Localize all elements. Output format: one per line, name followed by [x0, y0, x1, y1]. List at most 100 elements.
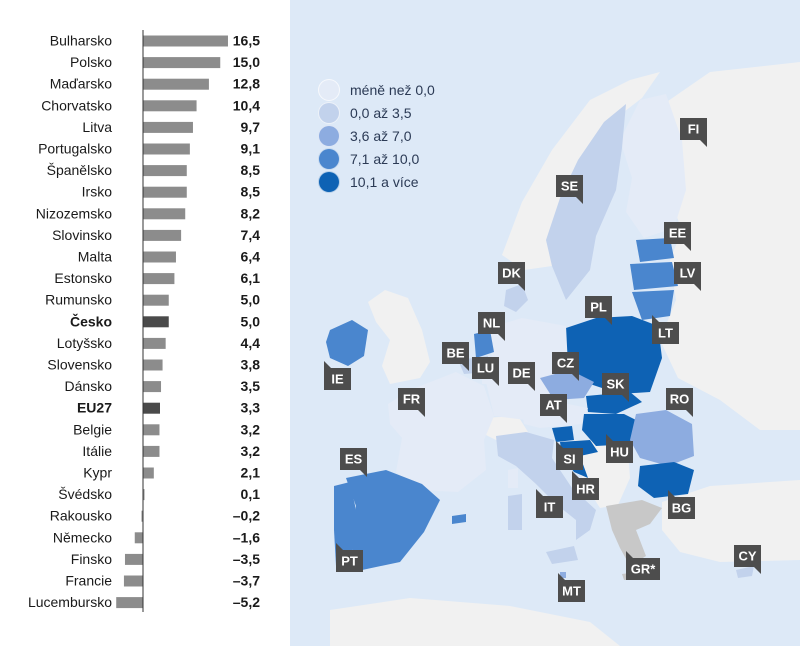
value-label: 10,4 [233, 97, 260, 113]
value-label: 6,1 [241, 270, 261, 286]
legend-swatch [318, 124, 340, 147]
country-tag-box [398, 388, 425, 410]
country-tag-pointer [336, 543, 343, 550]
country-tag-pointer [754, 567, 761, 574]
value-label: 12,8 [233, 76, 260, 92]
bar [143, 337, 166, 349]
value-label: 2,1 [241, 465, 261, 481]
value-label: 5,0 [241, 313, 261, 329]
country-tag-label: LT [658, 326, 673, 341]
country-tag-pointer [536, 489, 543, 496]
country-tag-pointer [605, 318, 612, 325]
category-label: Německo [53, 529, 112, 545]
country-tag-pointer [360, 470, 367, 477]
category-label: Belgie [73, 421, 112, 437]
bar [143, 143, 190, 155]
category-label: Bulharsko [50, 33, 112, 49]
land-uk [368, 290, 430, 384]
country-tag: NL [478, 312, 505, 341]
category-label: Litva [82, 119, 112, 135]
value-label: 3,8 [241, 357, 261, 373]
country-tag: CY [734, 545, 761, 574]
category-label: Finsko [71, 551, 112, 567]
value-label: 4,4 [241, 335, 261, 351]
country-tag-label: BG [672, 501, 692, 516]
country-tags: FI SE EE LV DK LT PL NL IE BE LU DE CZ SK FR AT RO HU ES SI… [324, 118, 761, 602]
country-tag-box [664, 222, 691, 244]
country-tag-label: CY [738, 549, 756, 564]
country-tag-box [536, 496, 563, 518]
country-tag-pointer [572, 471, 579, 478]
country-tag-box [556, 448, 583, 470]
bar [143, 186, 187, 198]
country-tag: EE [664, 222, 691, 251]
country-tag-label: ES [345, 452, 363, 467]
island-mallorca [452, 514, 466, 524]
category-label: Polsko [70, 54, 112, 70]
legend-swatch [318, 147, 340, 170]
value-label: –3,7 [233, 573, 260, 589]
country-tag-box [602, 373, 629, 395]
category-label: Lucembursko [28, 594, 112, 610]
bar [143, 100, 197, 112]
value-label: 3,2 [241, 421, 261, 437]
bar [123, 575, 143, 587]
country-tag-box [552, 352, 579, 374]
country-tag-box [324, 368, 351, 390]
country-tag-box [340, 448, 367, 470]
map-legend: méně než 0,0 0,0 až 3,5 3,6 až 7,0 7,1 a… [318, 78, 518, 193]
category-label: Lotyšsko [57, 335, 112, 351]
legend-item: 3,6 až 7,0 [318, 124, 518, 147]
value-label: 5,0 [241, 292, 261, 308]
country-hu [582, 414, 644, 446]
country-tag-label: EE [669, 226, 687, 241]
category-label: Dánsko [65, 378, 113, 394]
value-label: –5,2 [233, 594, 260, 610]
legend-label: 10,1 a více [350, 173, 419, 190]
bar [143, 251, 176, 263]
country-tag-pointer [572, 374, 579, 381]
category-label: Malta [78, 249, 112, 265]
bar [143, 445, 160, 457]
bar [143, 57, 221, 69]
country-tag-pointer [626, 551, 633, 558]
legend-label: 0,0 až 3,5 [350, 104, 412, 121]
island-sicily [546, 546, 578, 564]
country-bg [638, 462, 694, 498]
value-label: 7,4 [241, 227, 261, 243]
legend-swatch [318, 101, 340, 124]
bar [143, 381, 162, 393]
category-label: Španělsko [47, 162, 113, 178]
value-label: 16,5 [233, 33, 260, 49]
country-tag-label: DK [502, 266, 521, 281]
country-tag: DK [498, 262, 525, 291]
country-tag-pointer [528, 384, 535, 391]
country-cz [540, 370, 594, 400]
value-label: 9,7 [241, 119, 261, 135]
country-lt [632, 290, 674, 320]
bar [143, 359, 163, 371]
bar-chart: Bulharsko 16,5 Polsko 15,0 Maďarsko 12,8 Chorv… [28, 30, 261, 612]
category-label: Slovinsko [52, 227, 112, 243]
legend-swatch [318, 78, 340, 101]
country-tag-label: MT [562, 584, 581, 599]
bar [141, 510, 143, 522]
bar [143, 294, 169, 306]
country-tag: CZ [552, 352, 579, 381]
europe-map: FI SE EE LV DK LT PL NL IE BE LU DE CZ SK FR AT RO HU ES SI… [290, 0, 800, 646]
country-tag-pointer [418, 410, 425, 417]
country-tag-label: AT [545, 398, 561, 413]
country-si [552, 426, 574, 442]
country-tag-pointer [652, 315, 659, 322]
bar [143, 229, 182, 241]
land-east [655, 62, 800, 430]
country-tag-pointer [556, 441, 563, 448]
country-fi [620, 94, 686, 238]
country-tag-pointer [686, 410, 693, 417]
country-tag-box [558, 580, 585, 602]
category-label: Slovensko [47, 357, 112, 373]
country-tag: SI [556, 441, 583, 470]
country-tag: LT [652, 315, 679, 344]
country-tag-box [674, 262, 701, 284]
country-tag-label: NL [483, 316, 500, 331]
